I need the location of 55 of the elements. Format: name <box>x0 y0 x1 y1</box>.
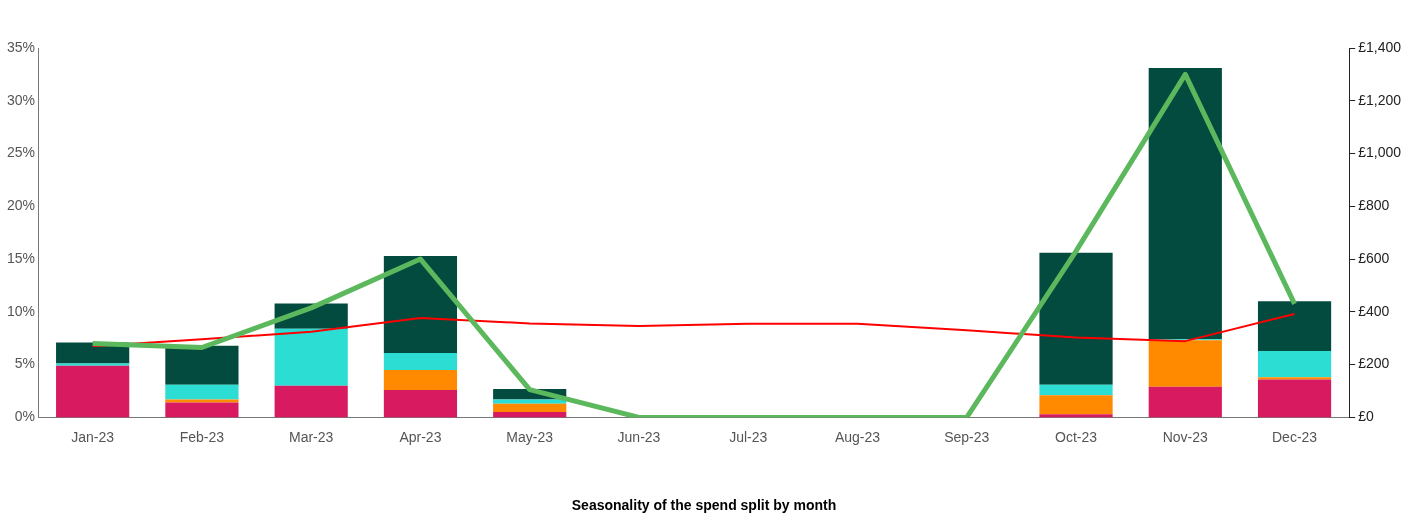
y2-tick-label: £1,000 <box>1358 144 1402 161</box>
bar <box>1257 350 1332 378</box>
bar <box>493 399 567 404</box>
y-tick-label: 5% <box>14 355 36 372</box>
y2-tick-label: £0 <box>1358 408 1374 425</box>
bar <box>274 328 348 386</box>
x-tick-label: Dec-23 <box>1271 428 1318 445</box>
bar <box>383 389 458 418</box>
y-tick-label: 30% <box>6 91 36 108</box>
bar <box>1257 377 1332 380</box>
bar <box>1148 386 1222 418</box>
bar <box>56 365 130 418</box>
x-tick-label: Mar-23 <box>289 428 334 445</box>
bar <box>493 412 567 418</box>
bar <box>165 384 239 400</box>
bar <box>1039 384 1113 396</box>
y-tick-label: 10% <box>6 302 36 319</box>
x-tick-label: Oct-23 <box>1055 428 1098 445</box>
x-tick-label: Jan-23 <box>71 428 115 445</box>
x-tick-label: Jun-23 <box>617 428 661 445</box>
bar <box>1257 379 1332 418</box>
bar <box>1148 68 1222 340</box>
bar <box>274 385 348 418</box>
bar <box>1257 301 1332 351</box>
bar <box>1039 395 1113 415</box>
y2-tick-label: £200 <box>1358 355 1390 372</box>
y2-tick-label: £400 <box>1358 302 1390 319</box>
bar <box>383 369 458 390</box>
y-tick-label: 20% <box>6 197 36 214</box>
y2-tick-label: £600 <box>1358 249 1390 266</box>
x-axis-title: Seasonality of the spend split by month <box>571 497 837 514</box>
bar <box>165 399 239 403</box>
bar <box>56 363 130 366</box>
y-tick-label: 0% <box>14 408 36 425</box>
bar <box>165 345 239 385</box>
x-tick-label: Feb-23 <box>179 428 225 445</box>
y-tick-label: 15% <box>6 249 36 266</box>
x-tick-label: Sep-23 <box>944 428 990 445</box>
y-tick-label: 25% <box>6 144 36 161</box>
bar <box>383 255 458 354</box>
bar <box>1039 414 1113 418</box>
x-tick-label: Aug-23 <box>834 428 881 445</box>
y2-tick-label: £1,200 <box>1358 91 1402 108</box>
bar <box>165 402 239 418</box>
bar <box>1039 252 1113 385</box>
bar <box>1148 340 1222 387</box>
y2-tick-label: £800 <box>1358 197 1390 214</box>
x-tick-label: Nov-23 <box>1162 428 1209 445</box>
x-tick-label: Apr-23 <box>399 428 442 445</box>
x-tick-label: May-23 <box>506 428 554 445</box>
bar <box>383 353 458 370</box>
y2-tick-label: £1,400 <box>1358 38 1402 55</box>
x-tick-label: Jul-23 <box>729 428 768 445</box>
bar <box>493 403 567 413</box>
y-tick-label: 35% <box>6 38 36 55</box>
